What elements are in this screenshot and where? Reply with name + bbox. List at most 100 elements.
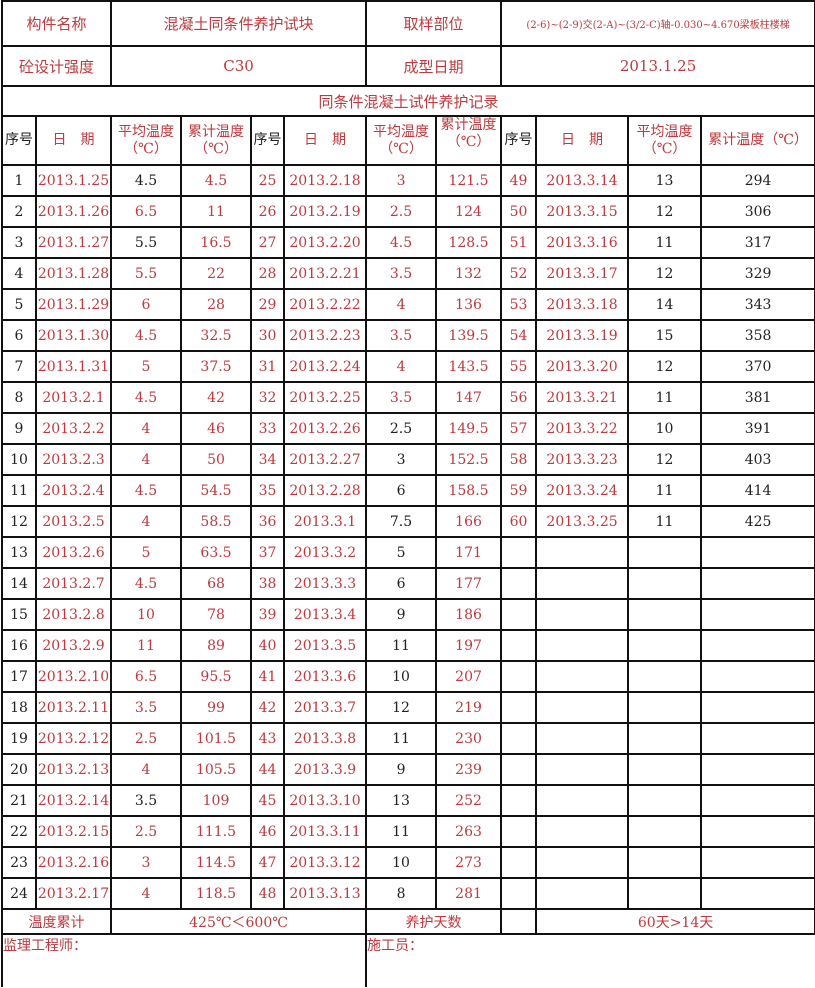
cell-seq: 10 bbox=[1, 443, 37, 476]
cell-seq: 28 bbox=[250, 257, 286, 290]
cell-date: 2013.1.26 bbox=[34, 195, 113, 228]
cell-avg-temp: 5.5 bbox=[110, 226, 183, 259]
cell-cum-temp: 105.5 bbox=[180, 753, 253, 786]
cell-cum-temp bbox=[700, 691, 815, 724]
cell-date: 2013.3.10 bbox=[283, 784, 368, 817]
cell-date bbox=[535, 629, 630, 662]
table-row: 12 2013.2.5 4 58.5 36 2013.3.1 7.5 166 60 2013.3.… bbox=[1, 505, 815, 538]
cell-seq: 17 bbox=[1, 660, 37, 693]
cell-avg-temp: 4 bbox=[110, 412, 183, 445]
cell-avg-temp: 6.5 bbox=[110, 195, 183, 228]
cast-date-label: 成型日期 bbox=[365, 45, 503, 87]
cell-avg-temp: 9 bbox=[365, 598, 438, 631]
cell-date: 2013.3.11 bbox=[283, 815, 368, 848]
cell-avg-temp: 15 bbox=[627, 319, 703, 352]
cell-seq: 41 bbox=[250, 660, 286, 693]
cell-date: 2013.2.21 bbox=[283, 257, 368, 290]
cell-avg-temp: 3.5 bbox=[110, 691, 183, 724]
table-row: 21 2013.2.14 3.5 109 45 2013.3.10 13 252 bbox=[1, 784, 815, 817]
cell-cum-temp: 186 bbox=[435, 598, 503, 631]
cell-date: 2013.2.8 bbox=[34, 598, 113, 631]
cell-date: 2013.2.20 bbox=[283, 226, 368, 259]
cell-seq: 15 bbox=[1, 598, 37, 631]
cell-seq: 53 bbox=[500, 288, 538, 321]
cell-date: 2013.2.28 bbox=[283, 474, 368, 507]
cell-date: 2013.3.14 bbox=[535, 164, 630, 197]
table-row: 20 2013.2.13 4 105.5 44 2013.3.9 9 239 bbox=[1, 753, 815, 786]
cell-cum-temp: 114.5 bbox=[180, 846, 253, 879]
cell-seq bbox=[500, 629, 538, 662]
cell-date bbox=[535, 536, 630, 569]
cell-avg-temp: 12 bbox=[627, 257, 703, 290]
cell-cum-temp: 252 bbox=[435, 784, 503, 817]
cell-cum-temp: 132 bbox=[435, 257, 503, 290]
table-row: 22 2013.2.15 2.5 111.5 46 2013.3.11 11 263 bbox=[1, 815, 815, 848]
cell-avg-temp: 2.5 bbox=[365, 195, 438, 228]
cell-cum-temp bbox=[700, 846, 815, 879]
cell-seq: 42 bbox=[250, 691, 286, 724]
cell-seq: 12 bbox=[1, 505, 37, 538]
cell-cum-temp: 118.5 bbox=[180, 877, 253, 910]
cell-date: 2013.3.20 bbox=[535, 350, 630, 383]
cell-avg-temp: 3.5 bbox=[110, 784, 183, 817]
cell-seq: 37 bbox=[250, 536, 286, 569]
cell-date: 2013.2.12 bbox=[34, 722, 113, 755]
cell-date: 2013.2.17 bbox=[34, 877, 113, 910]
constructor-signature: 施工员： bbox=[365, 933, 815, 987]
cell-date bbox=[535, 660, 630, 693]
cell-seq bbox=[500, 815, 538, 848]
cell-avg-temp bbox=[627, 567, 703, 600]
cell-date: 2013.2.15 bbox=[34, 815, 113, 848]
cell-seq: 27 bbox=[250, 226, 286, 259]
cell-seq: 2 bbox=[1, 195, 37, 228]
cell-seq: 58 bbox=[500, 443, 538, 476]
cell-avg-temp: 3.5 bbox=[365, 319, 438, 352]
cell-seq: 35 bbox=[250, 474, 286, 507]
cell-avg-temp: 4 bbox=[365, 350, 438, 383]
cell-cum-temp: 207 bbox=[435, 660, 503, 693]
cell-avg-temp: 6 bbox=[110, 288, 183, 321]
cell-avg-temp: 4.5 bbox=[365, 226, 438, 259]
cell-seq: 47 bbox=[250, 846, 286, 879]
cell-date: 2013.1.29 bbox=[34, 288, 113, 321]
cell-seq: 39 bbox=[250, 598, 286, 631]
cell-seq: 59 bbox=[500, 474, 538, 507]
cell-cum-temp bbox=[700, 660, 815, 693]
cell-date: 2013.2.18 bbox=[283, 164, 368, 197]
cell-cum-temp: 143.5 bbox=[435, 350, 503, 383]
cell-cum-temp: 63.5 bbox=[180, 536, 253, 569]
cell-seq: 34 bbox=[250, 443, 286, 476]
cell-cum-temp: 391 bbox=[700, 412, 815, 445]
cell-cum-temp: 4.5 bbox=[180, 164, 253, 197]
cell-seq bbox=[500, 753, 538, 786]
location-label: 取样部位 bbox=[365, 0, 502, 47]
cell-cum-temp: 42 bbox=[180, 381, 253, 414]
cell-cum-temp: 28 bbox=[180, 288, 253, 321]
cell-cum-temp: 139.5 bbox=[435, 319, 503, 352]
cell-avg-temp: 4.5 bbox=[110, 381, 183, 414]
cell-seq: 57 bbox=[500, 412, 538, 445]
cell-avg-temp: 7.5 bbox=[365, 505, 438, 538]
col-seq: 序号 bbox=[1, 115, 37, 166]
cell-avg-temp: 4.5 bbox=[110, 567, 183, 600]
cell-cum-temp: 239 bbox=[435, 753, 503, 786]
cell-date bbox=[535, 598, 630, 631]
cell-date: 2013.3.7 bbox=[283, 691, 368, 724]
cell-avg-temp: 3 bbox=[365, 443, 438, 476]
cell-avg-temp: 5.5 bbox=[110, 257, 183, 290]
cell-cum-temp: 95.5 bbox=[180, 660, 253, 693]
cell-seq bbox=[500, 536, 538, 569]
cell-date: 2013.3.21 bbox=[535, 381, 630, 414]
cell-seq: 38 bbox=[250, 567, 286, 600]
cell-date: 2013.2.5 bbox=[34, 505, 113, 538]
cell-date: 2013.3.13 bbox=[283, 877, 368, 910]
cell-cum-temp: 68 bbox=[180, 567, 253, 600]
cell-avg-temp bbox=[627, 691, 703, 724]
cell-date: 2013.3.2 bbox=[283, 536, 368, 569]
cell-date bbox=[535, 784, 630, 817]
cell-date: 2013.2.1 bbox=[34, 381, 113, 414]
cell-cum-temp: 78 bbox=[180, 598, 253, 631]
cell-seq: 9 bbox=[1, 412, 37, 445]
table-row: 6 2013.1.30 4.5 32.5 30 2013.2.23 3.5 139.5 54 20… bbox=[1, 319, 815, 352]
